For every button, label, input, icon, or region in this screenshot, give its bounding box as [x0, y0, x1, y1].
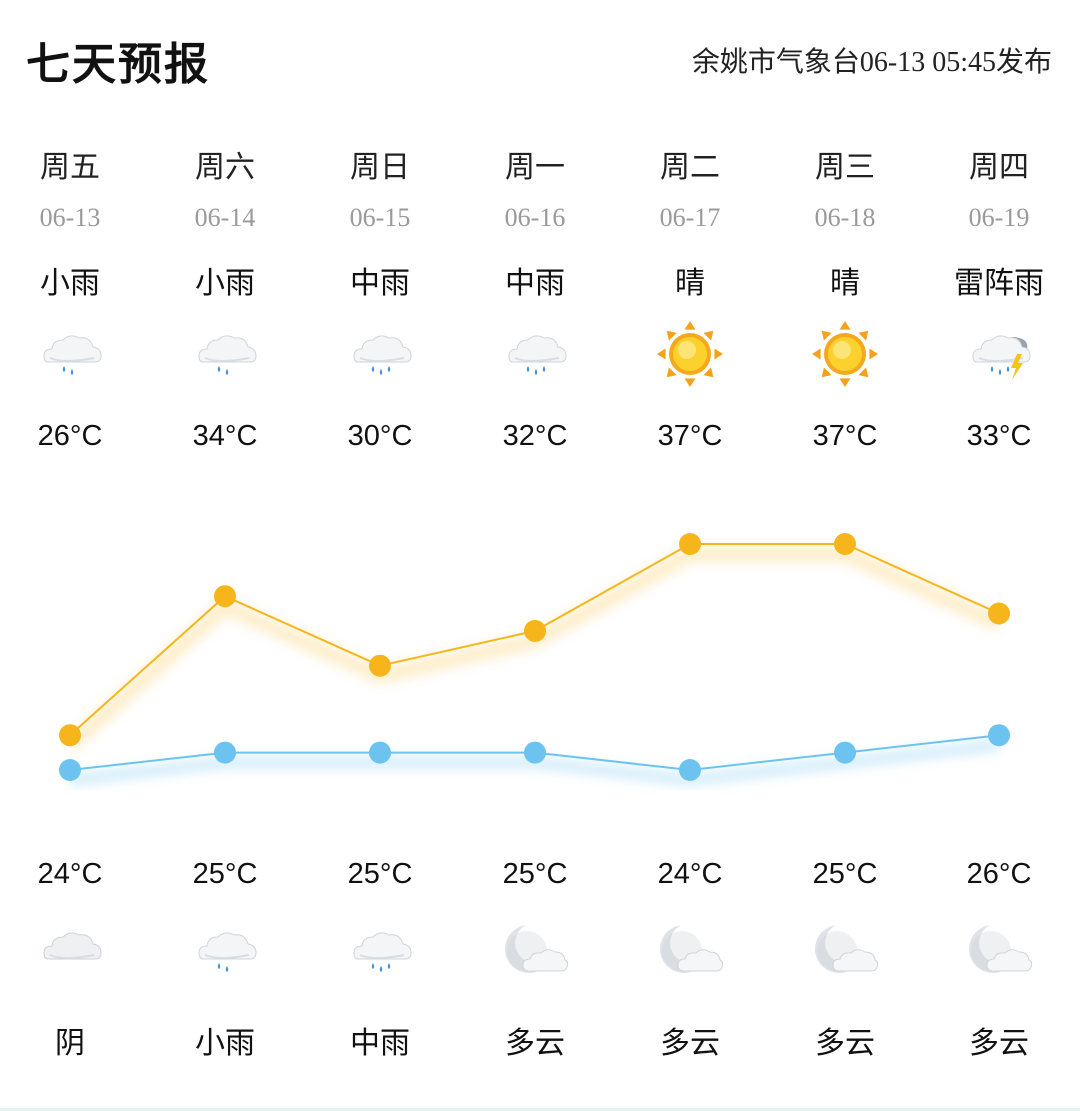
day-date: 06-14 — [194, 203, 256, 232]
low-point-06-18 — [834, 741, 856, 764]
low-point-06-16 — [524, 741, 546, 764]
low-temperature: 26°C — [966, 858, 1032, 890]
cloudy-night-icon — [922, 915, 1076, 985]
high-line-glow — [65, 547, 1002, 751]
day-date: 06-15 — [349, 203, 411, 232]
low-temperature: 25°C — [502, 858, 568, 890]
high-point-06-17 — [679, 533, 701, 555]
night-condition: 小雨 — [195, 1026, 255, 1061]
high-temperature: 32°C — [502, 420, 568, 452]
high-temperature: 26°C — [37, 420, 103, 452]
low-point-06-19 — [988, 724, 1010, 747]
light-rain-icon — [148, 318, 302, 390]
high-temperature: 34°C — [192, 420, 258, 452]
high-point-06-15 — [369, 654, 391, 677]
day-weekday: 周四 — [969, 150, 1029, 185]
day-weekday: 周日 — [350, 150, 410, 185]
light-rain-icon — [0, 318, 147, 390]
night-condition: 多云 — [815, 1026, 875, 1061]
low-temperature: 25°C — [347, 858, 413, 890]
high-temperature: 37°C — [657, 420, 723, 452]
night-condition: 多云 — [660, 1026, 720, 1061]
low-point-06-13 — [59, 759, 81, 781]
bottom-divider — [0, 1108, 1080, 1111]
night-condition: 阴 — [55, 1026, 85, 1061]
high-point-06-18 — [834, 533, 856, 555]
page-title: 七天预报 — [26, 39, 210, 90]
temperature-chart — [59, 533, 1010, 788]
day-condition: 小雨 — [40, 266, 100, 301]
moderate-rain-icon — [303, 915, 457, 985]
low-temperature: 24°C — [37, 858, 103, 890]
day-weekday: 周五 — [40, 150, 100, 185]
day-condition: 小雨 — [195, 266, 255, 301]
day-weekday: 周二 — [660, 150, 720, 185]
night-condition: 中雨 — [350, 1026, 410, 1061]
low-temperature: 24°C — [657, 858, 723, 890]
sunny-icon — [768, 318, 922, 390]
light-rain-icon — [148, 915, 302, 985]
low-point-06-17 — [679, 759, 701, 781]
night-condition: 多云 — [505, 1026, 565, 1061]
day-condition: 中雨 — [350, 266, 410, 301]
low-point-06-15 — [369, 741, 391, 764]
day-condition: 雷阵雨 — [954, 266, 1044, 301]
thunderstorm-icon — [922, 318, 1076, 390]
overcast-icon — [0, 915, 147, 985]
high-point-06-16 — [524, 619, 546, 642]
day-date: 06-13 — [39, 203, 101, 232]
day-date: 06-16 — [504, 203, 566, 232]
cloudy-night-icon — [613, 915, 767, 985]
day-condition: 晴 — [675, 266, 705, 301]
low-point-06-14 — [214, 741, 236, 764]
publish-source: 余姚市气象台06-13 05:45发布 — [691, 47, 1052, 78]
high-point-06-19 — [988, 602, 1010, 625]
low-temperature: 25°C — [812, 858, 878, 890]
sunny-icon — [613, 318, 767, 390]
day-weekday: 周三 — [815, 150, 875, 185]
moderate-rain-icon — [458, 318, 612, 390]
high-point-06-13 — [59, 724, 81, 747]
day-condition: 中雨 — [505, 266, 565, 301]
cloudy-night-icon — [458, 915, 612, 985]
day-date: 06-19 — [968, 203, 1030, 232]
night-condition: 多云 — [969, 1026, 1029, 1061]
moderate-rain-icon — [303, 318, 457, 390]
high-temperature: 37°C — [812, 420, 878, 452]
high-temperature: 33°C — [966, 420, 1032, 452]
day-date: 06-17 — [659, 203, 721, 232]
day-weekday: 周一 — [505, 150, 565, 185]
low-temperature: 25°C — [192, 858, 258, 890]
high-point-06-14 — [214, 585, 236, 608]
high-temperature: 30°C — [347, 420, 413, 452]
cloudy-night-icon — [768, 915, 922, 985]
day-date: 06-18 — [814, 203, 876, 232]
day-weekday: 周六 — [195, 150, 255, 185]
day-condition: 晴 — [830, 266, 860, 301]
